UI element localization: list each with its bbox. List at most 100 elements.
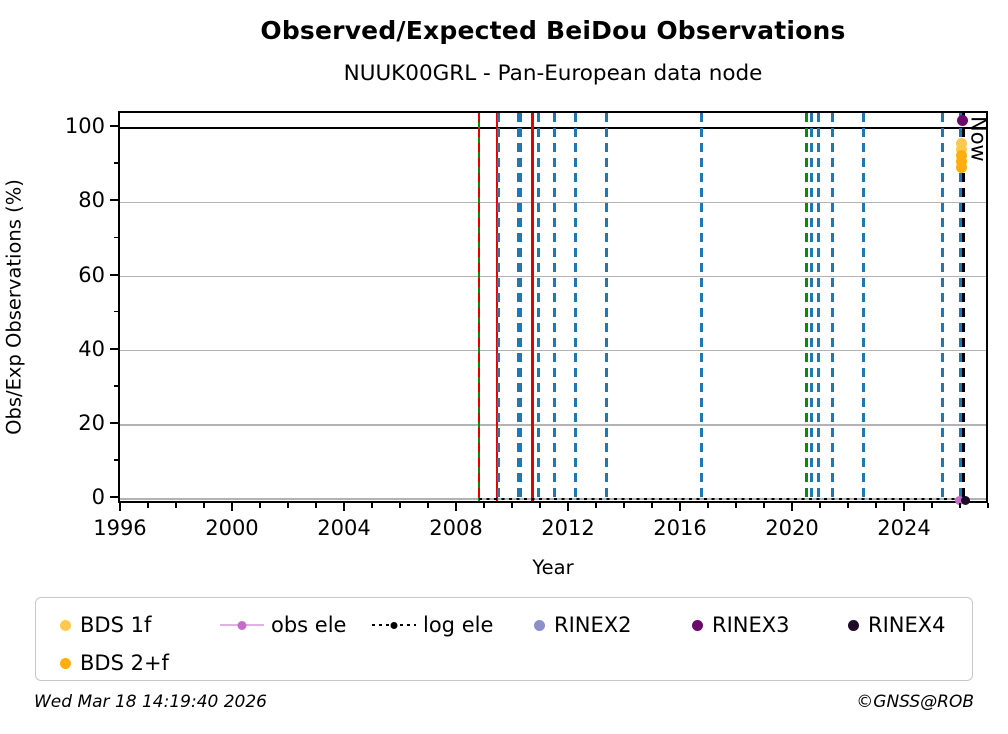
x-minor-tick bbox=[146, 503, 149, 508]
legend-item-bds-1f: BDS 1f bbox=[60, 607, 220, 643]
data-point-bds-2-f bbox=[955, 162, 967, 174]
legend-line-dot-icon bbox=[220, 620, 264, 631]
event-line bbox=[531, 113, 534, 501]
legend-item-rinex4: RINEX4 bbox=[848, 607, 972, 643]
y-gridline bbox=[120, 424, 986, 426]
data-point-bds-1f bbox=[955, 138, 967, 150]
y-tick-label: 100 bbox=[64, 114, 105, 139]
log-ele-line bbox=[478, 497, 965, 501]
legend-item-bds-2-f: BDS 2+f bbox=[60, 645, 220, 681]
event-line bbox=[699, 113, 703, 501]
x-tick-label: 1996 bbox=[93, 516, 147, 540]
x-major-tick bbox=[902, 503, 905, 511]
x-minor-tick bbox=[398, 503, 401, 508]
legend-dotted-line-icon bbox=[372, 620, 416, 631]
x-minor-tick bbox=[930, 503, 933, 508]
x-tick-label: 2020 bbox=[765, 516, 819, 540]
legend-mid-dot bbox=[390, 621, 398, 629]
x-minor-tick bbox=[818, 503, 821, 508]
legend-dot-icon bbox=[60, 657, 71, 669]
x-minor-tick bbox=[510, 503, 513, 508]
x-tick-label: 2016 bbox=[653, 516, 707, 540]
x-minor-tick bbox=[594, 503, 597, 508]
event-line bbox=[496, 113, 500, 501]
event-line bbox=[604, 113, 608, 501]
x-tick-label: 2024 bbox=[877, 516, 931, 540]
x-minor-tick bbox=[538, 503, 541, 508]
x-minor-tick bbox=[874, 503, 877, 508]
x-tick-label: 2012 bbox=[541, 516, 595, 540]
y-major-tick bbox=[110, 347, 118, 350]
data-point-rinex4 bbox=[960, 495, 970, 505]
y-major-tick bbox=[110, 421, 118, 424]
chart-subtitle: NUUK00GRL - Pan-European data node bbox=[343, 61, 763, 86]
legend-item-log-ele: log ele bbox=[372, 607, 534, 643]
y-minor-tick bbox=[113, 310, 118, 313]
y-minor-tick bbox=[113, 459, 118, 461]
event-line bbox=[810, 113, 814, 501]
legend-label: BDS 2+f bbox=[80, 651, 169, 675]
x-minor-tick bbox=[426, 503, 429, 508]
x-major-tick bbox=[342, 503, 345, 511]
x-minor-tick bbox=[958, 503, 961, 508]
y-major-tick bbox=[110, 125, 118, 128]
x-minor-tick bbox=[846, 503, 849, 508]
y-major-tick bbox=[110, 199, 118, 202]
event-line bbox=[537, 113, 541, 501]
footer-timestamp: Wed Mar 18 14:19:40 2026 bbox=[34, 692, 267, 712]
event-line bbox=[805, 113, 809, 501]
x-minor-tick bbox=[174, 503, 177, 508]
x-tick-label: 2004 bbox=[317, 516, 371, 540]
x-minor-tick bbox=[482, 503, 485, 508]
plot-area bbox=[118, 111, 988, 505]
y-minor-tick bbox=[113, 236, 118, 239]
event-line bbox=[477, 113, 481, 501]
x-minor-tick bbox=[258, 503, 261, 508]
legend-label: RINEX2 bbox=[554, 613, 632, 637]
event-line bbox=[862, 113, 866, 501]
legend-label: RINEX4 bbox=[868, 613, 946, 637]
legend-mid-dot bbox=[237, 620, 247, 630]
x-major-tick bbox=[790, 503, 793, 511]
event-line bbox=[574, 113, 578, 501]
x-minor-tick bbox=[202, 503, 205, 508]
x-major-tick bbox=[678, 503, 681, 511]
x-major-tick bbox=[566, 503, 569, 511]
x-minor-tick bbox=[314, 503, 317, 508]
x-major-tick bbox=[454, 503, 457, 511]
data-point-bds-2-f bbox=[956, 156, 968, 168]
x-minor-tick bbox=[734, 503, 737, 508]
x-axis-title: Year bbox=[532, 556, 574, 579]
y-gridline bbox=[120, 349, 986, 352]
x-minor-tick bbox=[987, 503, 989, 508]
y-tick-label: 0 bbox=[91, 485, 105, 510]
expected-100-line bbox=[120, 126, 986, 130]
event-line bbox=[553, 113, 557, 501]
legend-dot-icon bbox=[60, 619, 71, 631]
legend-dot-icon bbox=[692, 619, 703, 631]
event-line bbox=[517, 113, 523, 501]
y-minor-tick bbox=[113, 385, 118, 387]
y-tick-label: 40 bbox=[78, 336, 105, 361]
chart-title: Observed/Expected BeiDou Observations bbox=[260, 16, 846, 45]
data-point-obs-ele bbox=[955, 495, 965, 505]
legend-item-rinex3: RINEX3 bbox=[692, 607, 848, 643]
y-minor-tick bbox=[113, 162, 118, 165]
x-tick-label: 2000 bbox=[205, 516, 259, 540]
footer-credit: ©GNSS@ROB bbox=[856, 692, 974, 712]
data-point-bds-2-f bbox=[956, 150, 968, 162]
x-major-tick bbox=[230, 503, 233, 511]
y-tick-label: 20 bbox=[78, 410, 105, 435]
x-major-tick bbox=[118, 503, 121, 511]
data-point-rinex3 bbox=[957, 115, 969, 127]
legend-item-obs-ele: obs ele bbox=[220, 607, 372, 643]
legend-item-rinex2: RINEX2 bbox=[534, 607, 692, 643]
y-tick-label: 80 bbox=[78, 188, 105, 213]
x-tick-label: 2008 bbox=[429, 516, 483, 540]
y-tick-label: 60 bbox=[78, 262, 105, 287]
x-minor-tick bbox=[370, 503, 373, 508]
event-line bbox=[817, 113, 821, 501]
event-line bbox=[940, 113, 944, 501]
data-point-bds-1f bbox=[956, 143, 968, 155]
